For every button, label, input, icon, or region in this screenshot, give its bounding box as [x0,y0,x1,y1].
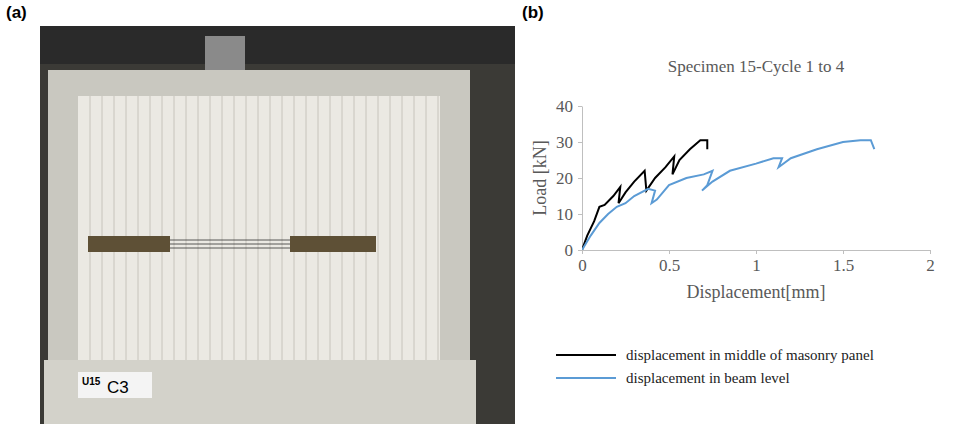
chart-title: Specimen 15-Cycle 1 to 4 [668,57,845,76]
joint [270,96,271,360]
photo-background [40,26,515,424]
joint [90,96,91,360]
joint [378,96,379,360]
panel-label: (a) [6,3,27,22]
tick-mark [578,106,582,107]
joint [162,96,163,360]
tick: 0 [578,250,587,275]
data-line [582,140,874,250]
tick: 40 [556,97,582,116]
tick: 20 [556,169,582,188]
joint [234,96,235,360]
tick: 1.5 [833,250,854,275]
tick-mark [578,214,582,215]
joint [210,96,211,360]
tick-mark [582,250,583,254]
tick-label: 10 [556,205,573,224]
column-left [48,70,78,360]
joint [294,96,295,360]
tick: 0 [565,241,583,260]
tick-mark [756,250,757,254]
joint [138,96,139,360]
joint [222,96,223,360]
masonry-panel [78,96,440,360]
tick: 10 [556,205,582,224]
tick-label: 30 [556,133,573,152]
panel-label: (b) [522,3,544,22]
tick-mark [578,178,582,179]
joint [186,96,187,360]
tick: 0.5 [659,250,680,275]
joint [330,96,331,360]
legend: displacement in middle of masonry panel d… [556,347,874,386]
specimen-tag-text: C3 [107,378,129,397]
tick-label: 20 [556,169,573,188]
tick-label: 0 [565,241,574,260]
joint [102,96,103,360]
instrument-left [88,236,170,252]
x-axis-title: Displacement[mm] [687,282,826,302]
legend-swatch [556,377,616,379]
x-axis: 0 0.5 1 1.5 2 [578,250,935,275]
tick-mark [930,250,931,254]
column-right [440,70,470,360]
plot-lines [582,140,874,250]
tick-label: 1 [752,256,761,275]
joint [150,96,151,360]
joint [402,96,403,360]
tick: 30 [556,133,582,152]
foundation [44,360,476,424]
legend-label: displacement in middle of masonry panel [626,347,874,363]
y-axis-title: Load [kN] [530,140,550,215]
legend-swatch [556,354,616,356]
tick: 2 [926,250,935,275]
tick-mark [669,250,670,254]
top-beam [48,70,470,96]
tick-mark [578,250,582,251]
wire [170,240,290,241]
wire [170,244,290,245]
joint [126,96,127,360]
tick: 1 [752,250,761,275]
tick-label: 40 [556,97,573,116]
axis-line [582,107,583,251]
joint [306,96,307,360]
tick-label: 1.5 [833,256,854,275]
joint [354,96,355,360]
tick-label: 0.5 [659,256,680,275]
tick-label: 0 [578,256,587,275]
joint [342,96,343,360]
wire [170,248,290,249]
joint [426,96,427,360]
figure: (a) U15 C3 (b) Specimen 15-Cycle 1 to 4 0 0.5 1… [0,0,966,427]
data-line [582,140,707,250]
steel-beam [40,26,515,64]
joint [114,96,115,360]
specimen-tag [78,372,152,398]
joint [438,96,439,360]
joint [282,96,283,360]
tick-label: 2 [926,256,935,275]
joint [390,96,391,360]
masonry-joints [90,96,438,360]
joint [174,96,175,360]
legend-label: displacement in beam level [626,370,790,386]
joint [246,96,247,360]
joint [318,96,319,360]
tick-mark [578,142,582,143]
instrument-right [290,236,376,252]
tick-mark [843,250,844,254]
photo: U15 C3 [40,26,515,424]
y-axis: 0 10 20 30 40 [556,97,583,260]
specimen-tag-text: U15 [82,376,101,387]
joint [198,96,199,360]
joint [366,96,367,360]
joint [414,96,415,360]
joint [258,96,259,360]
